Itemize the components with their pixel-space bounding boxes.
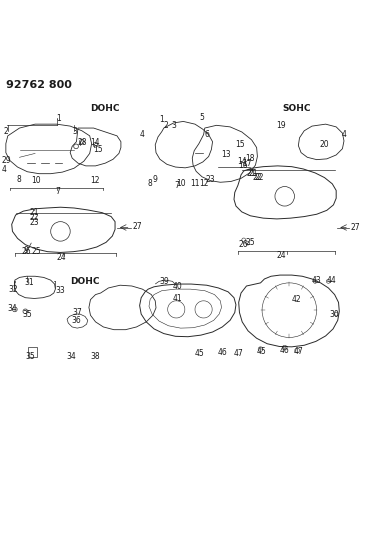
Text: 27: 27 [133,222,142,231]
Text: 26: 26 [239,240,248,249]
Text: 23: 23 [206,175,216,184]
Text: 46: 46 [218,348,227,357]
Text: 13: 13 [222,150,231,159]
Text: DOHC: DOHC [70,277,100,286]
Text: 24: 24 [277,251,287,260]
Text: 22: 22 [253,173,262,182]
Text: 33: 33 [55,286,65,295]
Text: 3: 3 [172,121,176,130]
Text: 21: 21 [246,169,256,178]
Text: 36: 36 [71,316,81,325]
Text: 1: 1 [56,114,60,123]
Text: 16: 16 [239,161,248,171]
Text: 9: 9 [153,175,158,184]
Text: 92762 800: 92762 800 [6,80,72,90]
Text: DOHC: DOHC [90,104,120,113]
Text: 15: 15 [235,140,245,149]
Text: 7: 7 [175,181,179,190]
Text: 10: 10 [31,176,41,185]
Text: 4: 4 [2,165,7,174]
Text: 11: 11 [190,179,200,188]
Text: 14: 14 [237,157,247,166]
Text: 37: 37 [72,308,82,317]
Text: 44: 44 [327,276,337,285]
Text: 6: 6 [205,130,210,139]
Text: 3: 3 [72,127,77,136]
Text: 38: 38 [90,352,100,361]
Text: 9: 9 [23,246,28,255]
Text: 18: 18 [246,154,255,163]
Text: 1: 1 [159,115,164,124]
Text: 22: 22 [254,173,264,182]
Text: 21: 21 [249,169,258,178]
Text: 14: 14 [90,138,100,147]
Text: 4: 4 [140,130,144,139]
Text: 45: 45 [195,349,205,358]
Text: 41: 41 [172,294,182,303]
Text: 8: 8 [147,179,152,188]
Text: 35: 35 [25,352,35,361]
Text: 22: 22 [29,213,39,222]
Text: 12: 12 [200,179,209,188]
Text: 2: 2 [164,121,168,130]
Text: 25: 25 [246,238,255,247]
Text: 2: 2 [3,127,8,136]
Text: 4: 4 [341,130,346,139]
Text: 12: 12 [90,176,100,185]
Text: SOHC: SOHC [282,104,311,113]
Text: 8: 8 [17,175,21,184]
Text: 26: 26 [21,247,31,256]
Text: 47: 47 [234,349,244,358]
Text: 43: 43 [312,276,322,285]
Text: 15: 15 [93,145,103,154]
Text: 34: 34 [7,304,17,313]
Text: 27: 27 [350,223,360,232]
Text: 31: 31 [24,278,34,287]
Text: 47: 47 [293,347,303,356]
Text: 19: 19 [276,121,286,130]
Text: 7: 7 [56,187,61,196]
Text: 30: 30 [330,310,339,319]
Text: 21: 21 [29,208,39,217]
Text: 45: 45 [257,347,266,356]
Text: 23: 23 [29,219,39,227]
Text: 40: 40 [172,282,182,291]
Text: 28: 28 [77,138,87,147]
Text: 29: 29 [2,156,12,165]
Text: 10: 10 [176,179,186,188]
Text: 35: 35 [23,310,32,319]
Text: 46: 46 [280,346,290,355]
Text: 32: 32 [9,285,18,294]
Text: 34: 34 [66,352,76,361]
Text: 25: 25 [31,247,41,256]
Text: 24: 24 [57,253,66,262]
Text: 5: 5 [199,113,204,122]
Bar [28,347,37,357]
Text: 39: 39 [159,277,169,286]
Text: 20: 20 [319,140,329,149]
Text: 42: 42 [292,295,301,304]
Text: 17: 17 [243,159,252,168]
